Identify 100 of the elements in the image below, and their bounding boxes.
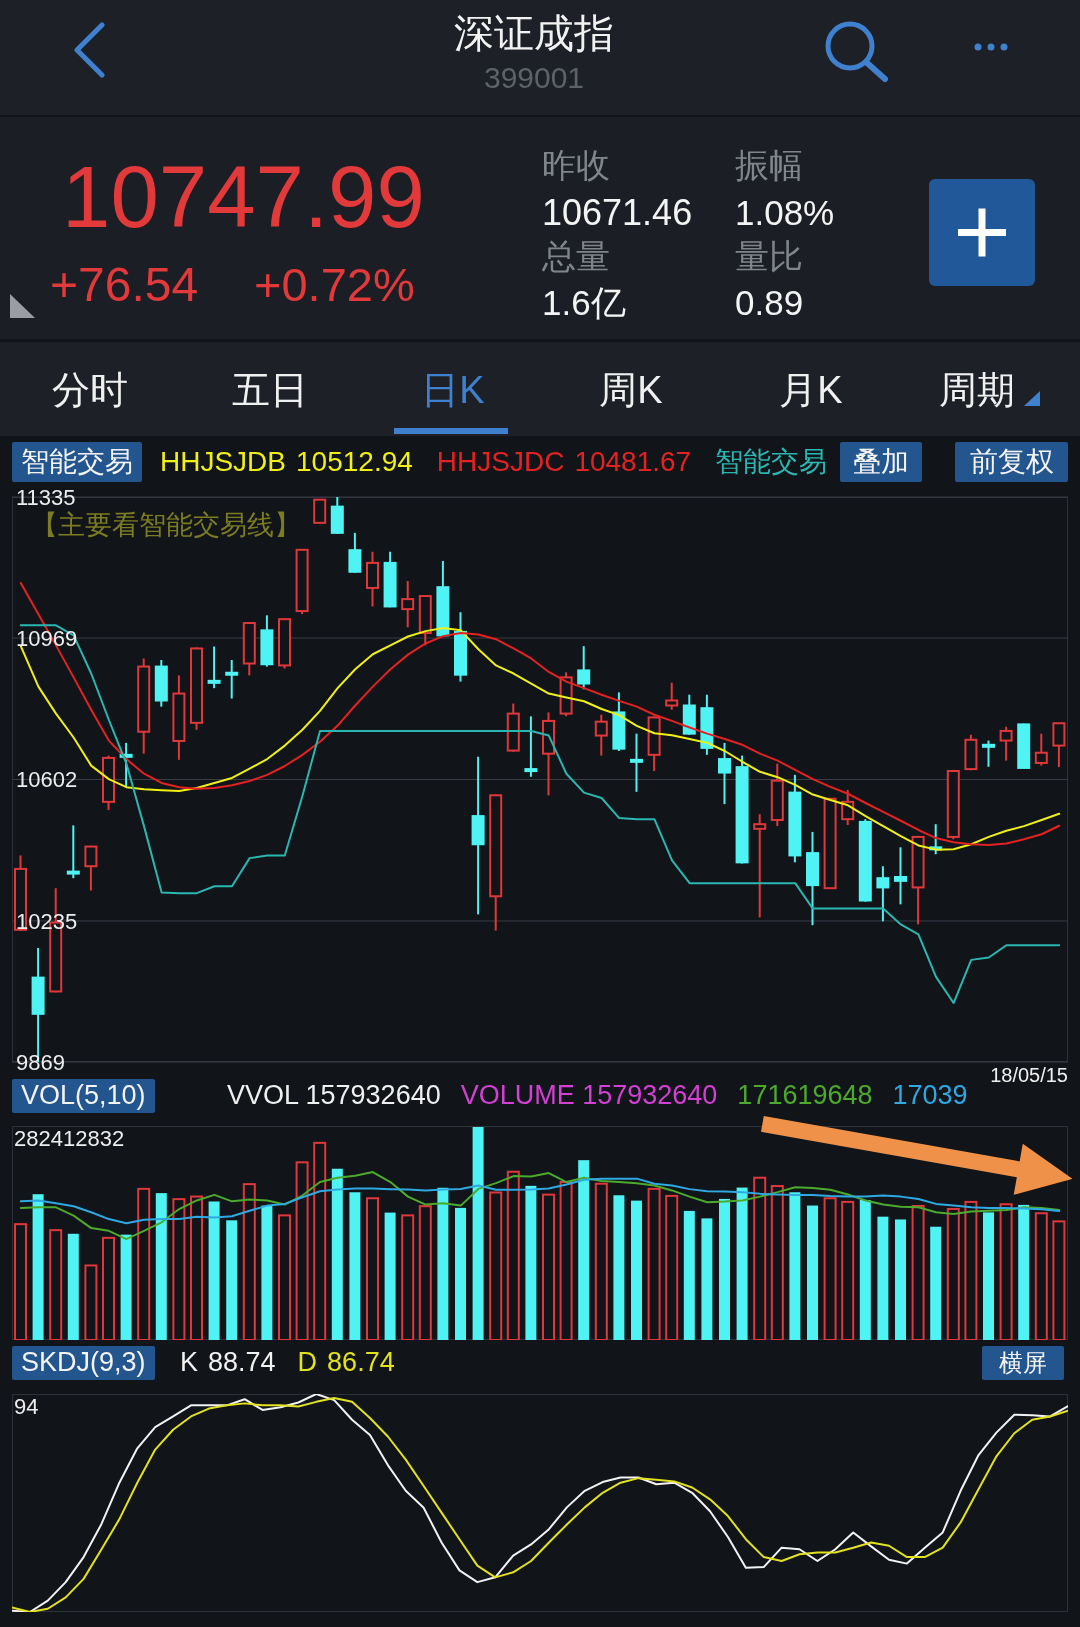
candlestick xyxy=(524,715,538,778)
candlestick xyxy=(348,531,362,574)
candlestick xyxy=(718,741,731,806)
tag: SKDJ(9,3) xyxy=(12,1346,155,1380)
bar xyxy=(736,1187,748,1340)
bar xyxy=(32,1194,44,1340)
bar xyxy=(911,1204,925,1340)
text: 1.6亿 xyxy=(542,282,626,323)
candlestick xyxy=(1034,732,1048,767)
text: 0.89 xyxy=(735,282,804,323)
bar xyxy=(506,1170,520,1340)
bar xyxy=(946,1207,960,1340)
bar xyxy=(49,1229,63,1340)
text: HHJSJDC xyxy=(436,445,565,478)
candlestick xyxy=(225,659,239,700)
bar xyxy=(770,1185,784,1340)
text: 月K xyxy=(779,369,843,412)
bar xyxy=(172,1198,186,1340)
text: 88.74 xyxy=(208,1347,276,1378)
candlestick xyxy=(313,497,327,525)
bar xyxy=(67,1233,79,1340)
text: 399001 xyxy=(483,60,585,94)
text: 振幅 xyxy=(735,146,803,185)
text: 10671.46 xyxy=(542,192,693,234)
tag: VOL(5,10) xyxy=(12,1079,155,1113)
bar xyxy=(102,1236,115,1340)
bar xyxy=(753,1176,767,1340)
text: 周K xyxy=(599,369,663,412)
text: 深证成指 xyxy=(454,11,614,55)
candlestick xyxy=(876,865,890,923)
bar xyxy=(349,1192,361,1340)
bar xyxy=(278,1214,291,1340)
bar xyxy=(313,1141,327,1340)
text: 五日 xyxy=(232,369,308,412)
text: +0.72% xyxy=(254,258,415,312)
bar xyxy=(401,1214,415,1340)
button: 前复权 xyxy=(955,442,1068,482)
bar xyxy=(489,1191,503,1340)
bar xyxy=(559,1181,573,1340)
annotation: 94 xyxy=(14,1393,39,1420)
bar xyxy=(472,1127,484,1340)
candlestick xyxy=(66,824,80,880)
bar xyxy=(859,1199,871,1340)
bar xyxy=(137,1187,151,1340)
bar xyxy=(525,1185,537,1340)
bar xyxy=(437,1187,449,1340)
bar xyxy=(999,1203,1013,1340)
button: 叠加 xyxy=(840,442,922,482)
annotation: 282412832 xyxy=(14,1125,125,1152)
text: 分时 xyxy=(52,369,128,412)
candlestick xyxy=(630,732,643,793)
text: 周期 xyxy=(939,369,1015,412)
bar xyxy=(594,1182,608,1340)
text: 1.08% xyxy=(735,192,835,233)
tag: 智能交易 xyxy=(12,442,142,482)
bar xyxy=(964,1200,978,1340)
candlestick xyxy=(665,681,679,711)
candlestick xyxy=(999,725,1013,762)
bar xyxy=(719,1198,730,1340)
bar xyxy=(983,1212,994,1340)
bar xyxy=(418,1205,432,1340)
text: 智能交易 xyxy=(715,445,828,478)
bar xyxy=(120,1234,132,1340)
bar xyxy=(226,1220,238,1340)
bar xyxy=(366,1197,379,1340)
bar xyxy=(190,1195,203,1340)
bar xyxy=(384,1212,396,1340)
bar xyxy=(1018,1204,1030,1340)
bar xyxy=(155,1193,167,1340)
y-tick-label: 10602 xyxy=(16,767,78,793)
candlestick xyxy=(982,739,995,768)
bar xyxy=(542,1193,555,1340)
y-tick-label: 9869 xyxy=(16,1049,65,1075)
bar xyxy=(895,1219,906,1340)
line-series xyxy=(19,627,1061,851)
text: +76.54 xyxy=(50,257,199,312)
text: 昨收 xyxy=(542,146,610,185)
bar xyxy=(331,1168,343,1340)
text: 86.74 xyxy=(327,1347,395,1378)
bar xyxy=(701,1218,713,1340)
button: 横屏 xyxy=(982,1346,1064,1380)
candlestick xyxy=(84,844,98,892)
bar xyxy=(841,1200,855,1340)
candlestick xyxy=(207,645,221,690)
text: 171619648 xyxy=(737,1080,873,1111)
y-tick-label: 11335 xyxy=(16,484,76,510)
line-series xyxy=(19,581,1061,847)
bar xyxy=(295,1161,309,1340)
bar xyxy=(877,1216,889,1340)
text: 量比 xyxy=(735,237,803,276)
series-label: D xyxy=(297,1347,318,1378)
annotation: 【主要看智能交易线】 xyxy=(31,510,301,541)
candlestick xyxy=(1052,721,1066,769)
candlestick xyxy=(753,813,767,919)
bar xyxy=(807,1205,818,1340)
bar xyxy=(84,1264,98,1340)
text: HHJSJDB xyxy=(160,445,287,478)
text: 日K xyxy=(421,369,485,412)
text: 10747.99 xyxy=(62,148,425,246)
bar xyxy=(1052,1220,1066,1340)
